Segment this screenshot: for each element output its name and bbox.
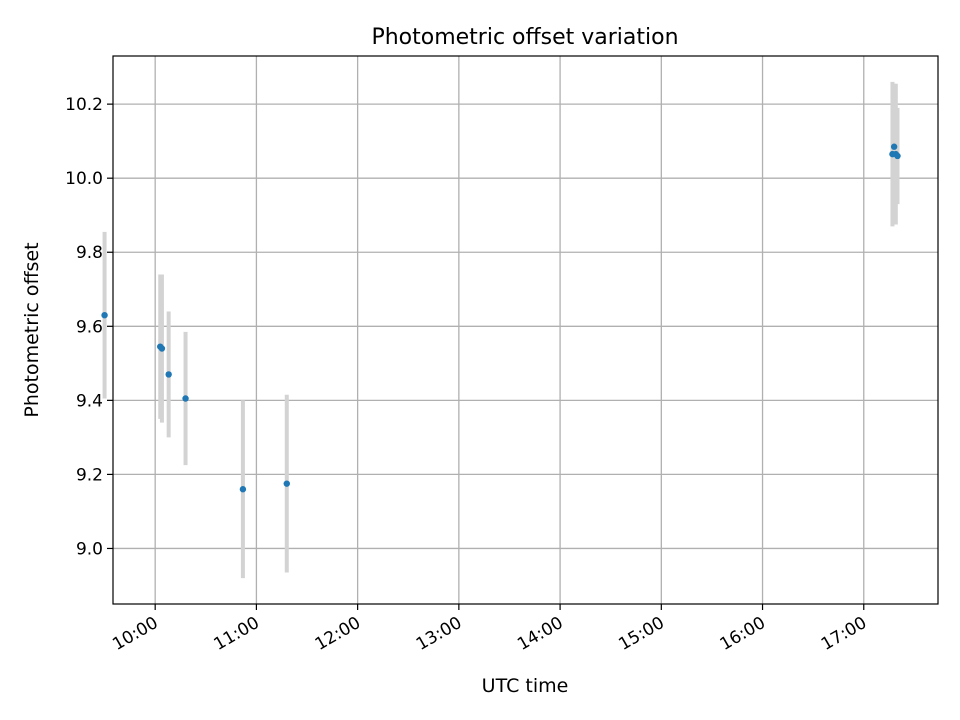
x-tick-label: 10:00 — [109, 613, 161, 655]
x-axis-label: UTC time — [482, 675, 569, 697]
errorbars — [102, 81, 900, 579]
points — [101, 143, 901, 493]
y-tick-label: 9.8 — [76, 243, 103, 263]
x-tick-label: 12:00 — [312, 613, 364, 655]
x-tick-label: 16:00 — [717, 613, 769, 655]
y-tick-label: 9.0 — [76, 539, 103, 559]
x-tick-label: 14:00 — [514, 613, 566, 655]
x-ticks: 10:00 11:00 12:00 13:00 14:00 15:00 16:00 17:00 — [109, 604, 870, 655]
y-tick-label: 9.6 — [76, 317, 103, 337]
y-tick-label: 10.2 — [65, 95, 103, 115]
x-tick-label: 15:00 — [615, 613, 667, 655]
plot-frame — [112, 55, 939, 605]
x-tick-label: 13:00 — [413, 613, 465, 655]
x-tick-label: 17:00 — [818, 613, 870, 655]
data-point — [158, 345, 166, 352]
data-point — [239, 486, 247, 493]
data-point — [165, 371, 172, 378]
data-point — [101, 311, 108, 319]
grid — [113, 56, 938, 604]
data-point — [890, 143, 898, 150]
y-ticks: 9.0 9.2 9.4 9.6 9.8 10.0 10.2 — [65, 95, 113, 559]
data-point — [283, 480, 290, 487]
y-tick-label: 10.0 — [65, 169, 103, 189]
y-tick-label: 9.4 — [76, 391, 103, 411]
data-point — [894, 152, 901, 160]
chart-title: Photometric offset variation — [371, 25, 678, 50]
x-tick-label: 11:00 — [210, 613, 262, 655]
data-point — [182, 395, 189, 402]
y-tick-label: 9.2 — [76, 465, 103, 485]
y-axis-label: Photometric offset — [21, 242, 43, 417]
